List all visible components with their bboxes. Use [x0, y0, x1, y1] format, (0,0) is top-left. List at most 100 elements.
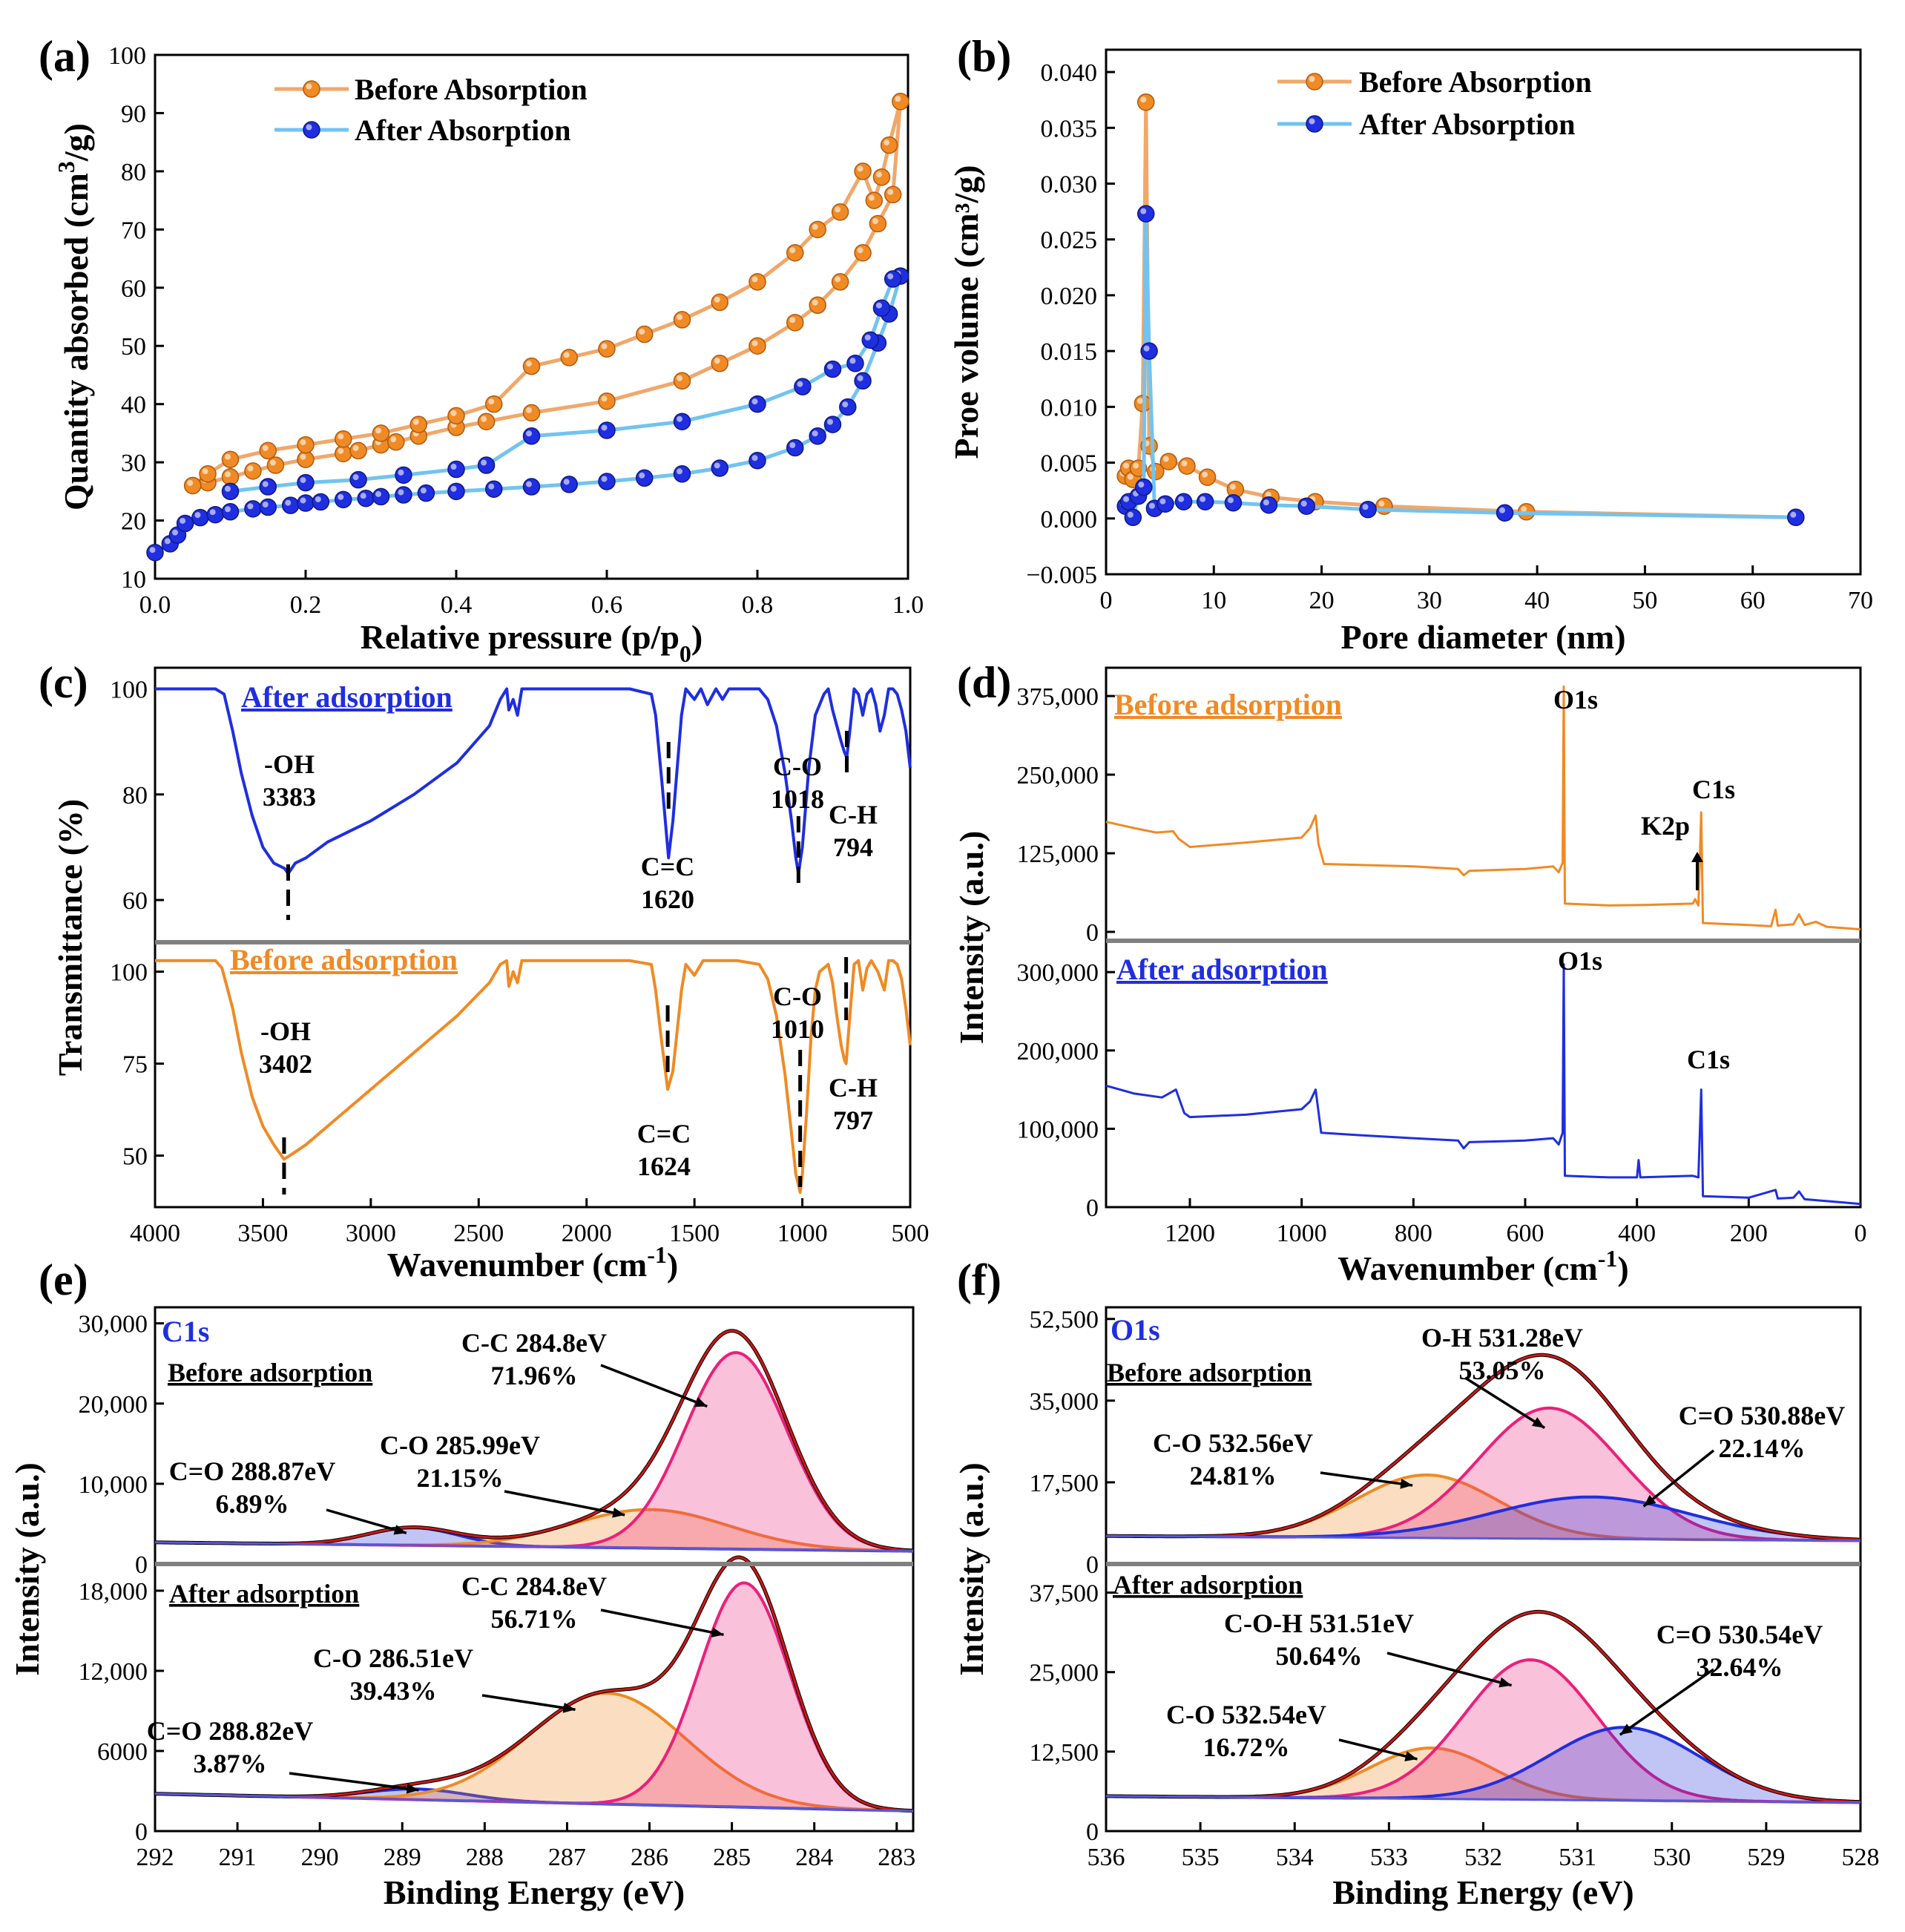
y-axis-label-text: Quantity absorbed (cm: [57, 173, 95, 510]
marker-body: [372, 424, 390, 442]
marker-highlight: [789, 247, 796, 254]
marker-body: [1297, 497, 1315, 515]
marker-body: [221, 450, 240, 468]
marker-highlight: [209, 509, 216, 516]
marker-highlight: [194, 512, 201, 519]
x-tick-label: 0.2: [290, 591, 322, 619]
data-point: [1196, 493, 1214, 510]
x-tick-label: 533: [1370, 1844, 1408, 1871]
marker-body: [477, 413, 496, 430]
marker-highlight: [202, 468, 208, 475]
data-point: [673, 372, 691, 390]
marker-body: [1198, 468, 1217, 486]
y-axis-label: Intensity (a.u.): [952, 831, 990, 1045]
y-tick-label: 300,000: [1017, 959, 1099, 987]
marker-body: [809, 220, 826, 239]
data-point: [372, 424, 390, 442]
marker-body: [297, 473, 315, 492]
marker-highlight: [315, 496, 321, 502]
marker-body: [184, 476, 202, 495]
component-label: C-C 284.8eV: [461, 1571, 607, 1601]
marker-highlight: [1202, 471, 1208, 478]
legend-label: After Absorption: [355, 114, 570, 147]
x-tick-label: 291: [219, 1844, 257, 1871]
data-point: [206, 505, 224, 524]
marker-body: [560, 476, 578, 493]
component-arrow: [600, 1364, 708, 1408]
marker-highlight: [338, 493, 344, 500]
x-tick-label: 3000: [346, 1220, 396, 1247]
component-arrow: [1338, 1738, 1418, 1761]
component-arrow-head: [1643, 1494, 1656, 1507]
y-tick-label: 0.015: [1041, 338, 1098, 366]
marker-highlight: [1140, 208, 1147, 214]
marker-highlight: [872, 217, 878, 224]
marker-highlight: [481, 415, 487, 422]
legend-label: Before Absorption: [1359, 65, 1592, 99]
data-point: [1224, 493, 1243, 512]
marker-body: [884, 270, 902, 288]
data-point: [786, 438, 804, 457]
x-tick-label: 535: [1182, 1844, 1220, 1871]
marker-highlight: [526, 430, 532, 437]
y-axis-label-end: /g): [57, 123, 95, 162]
marker-body: [395, 466, 412, 484]
marker-highlight: [481, 459, 487, 466]
panel-d-frame: [1105, 666, 1862, 1209]
marker-highlight: [300, 439, 306, 446]
data-point: [221, 467, 240, 486]
component-label: C-O 532.54eV: [1166, 1700, 1326, 1729]
marker-highlight: [751, 276, 758, 283]
y-tick-label: 37,500: [1030, 1580, 1099, 1608]
marker-highlight: [789, 317, 796, 323]
fit-component-fill: [155, 1583, 913, 1811]
data-point: [861, 331, 879, 349]
marker-body: [786, 438, 804, 457]
marker-highlight: [352, 444, 359, 451]
data-point: [711, 355, 728, 372]
y-tick-label: 40: [121, 392, 146, 419]
marker-body: [522, 427, 541, 445]
y-tick-label: 0: [135, 1551, 148, 1579]
fit-component-fill: [155, 1693, 913, 1811]
marker-body: [892, 93, 909, 111]
marker-highlight: [677, 375, 682, 381]
y-tick-label: 375,000: [1017, 683, 1099, 711]
y-tick-label: 0.010: [1041, 394, 1098, 421]
data-point: [748, 395, 766, 413]
x-axis-label-end: ): [667, 1246, 678, 1284]
marker-highlight: [1140, 96, 1147, 103]
marker-highlight: [450, 464, 457, 470]
x-tick-label: 529: [1747, 1844, 1785, 1871]
data-point: [1137, 205, 1155, 223]
marker-body: [297, 450, 315, 468]
data-point: [1157, 495, 1174, 513]
data-point: [297, 436, 315, 454]
y-tick-label: 52,500: [1030, 1307, 1099, 1334]
peak-annotation: 1620: [641, 884, 694, 914]
marker-highlight: [563, 352, 570, 358]
marker-body: [281, 496, 300, 514]
data-point: [809, 220, 826, 239]
marker-highlight: [1136, 398, 1143, 404]
peak-annotation: C-O: [773, 982, 822, 1011]
marker-highlight: [895, 96, 901, 102]
marker-body: [146, 543, 164, 562]
peak-annotation: 1010: [771, 1014, 824, 1044]
marker-highlight: [488, 398, 495, 405]
x-axis-label-end: ): [1617, 1249, 1628, 1287]
y-tick-label: 250,000: [1017, 762, 1099, 789]
x-tick-label: 286: [631, 1844, 668, 1871]
marker-body: [259, 498, 277, 516]
panel-label: (e): [39, 1255, 88, 1304]
baseline-line: [1106, 1795, 1860, 1804]
x-tick-label: 288: [466, 1844, 504, 1871]
marker-body: [846, 355, 864, 372]
component-percent: 16.72%: [1203, 1732, 1290, 1762]
marker-highlight: [412, 418, 419, 425]
y-tick-label: 0: [135, 1818, 148, 1846]
data-point: [673, 413, 691, 430]
marker-highlight: [450, 410, 457, 416]
data-point: [884, 270, 902, 288]
data-point: [809, 427, 826, 445]
